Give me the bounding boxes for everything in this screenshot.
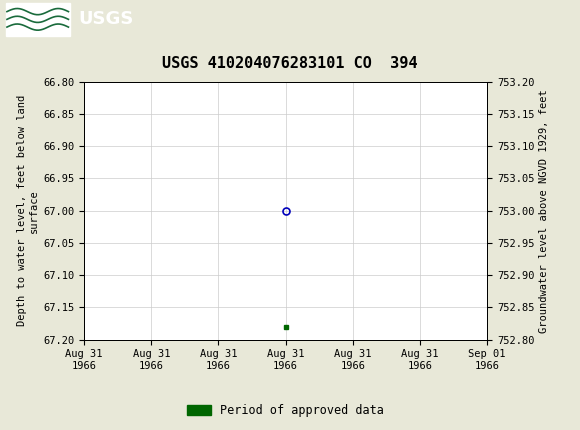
Text: USGS 410204076283101 CO  394: USGS 410204076283101 CO 394	[162, 56, 418, 71]
Bar	[6, 3, 70, 36]
Legend: Period of approved data: Period of approved data	[183, 399, 389, 421]
Y-axis label: Depth to water level, feet below land
surface: Depth to water level, feet below land su…	[17, 95, 39, 326]
Text: USGS: USGS	[78, 10, 133, 28]
Y-axis label: Groundwater level above NGVD 1929, feet: Groundwater level above NGVD 1929, feet	[539, 89, 549, 332]
